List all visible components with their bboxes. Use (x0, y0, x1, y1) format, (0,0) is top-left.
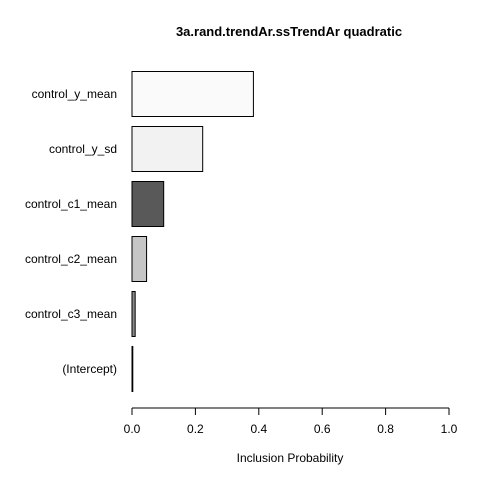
x-tick-label: 0.8 (377, 422, 394, 436)
category-label: control_y_mean (32, 87, 117, 101)
category-labels: control_y_mean control_y_sd control_c1_mea… (25, 87, 117, 376)
x-tick-label: 0.2 (187, 422, 204, 436)
category-label: control_y_sd (49, 142, 117, 156)
category-label: control_c3_mean (25, 307, 117, 321)
category-label: control_c2_mean (25, 252, 117, 266)
bars-layer (131, 71, 254, 392)
x-tick-label: 0.0 (124, 422, 141, 436)
bar-control-c2-mean (131, 236, 148, 282)
bar-control-y-mean (131, 71, 254, 117)
bar-control-c1-mean (131, 181, 165, 227)
x-tick-label: 0.4 (250, 422, 267, 436)
x-tick-label: 0.6 (314, 422, 331, 436)
bar-control-c3-mean (131, 291, 136, 337)
bar-control-y-sd (131, 126, 204, 172)
category-label: (Intercept) (62, 362, 117, 376)
x-axis-label: Inclusion Probability (237, 451, 344, 465)
x-axis: 0.0 0.2 0.4 0.6 0.8 1.0 (124, 407, 458, 436)
bar-intercept (131, 346, 134, 392)
x-tick-label: 1.0 (441, 422, 458, 436)
category-label: control_c1_mean (25, 197, 117, 211)
chart-title: 3a.rand.trendAr.ssTrendAr quadratic (176, 24, 402, 39)
